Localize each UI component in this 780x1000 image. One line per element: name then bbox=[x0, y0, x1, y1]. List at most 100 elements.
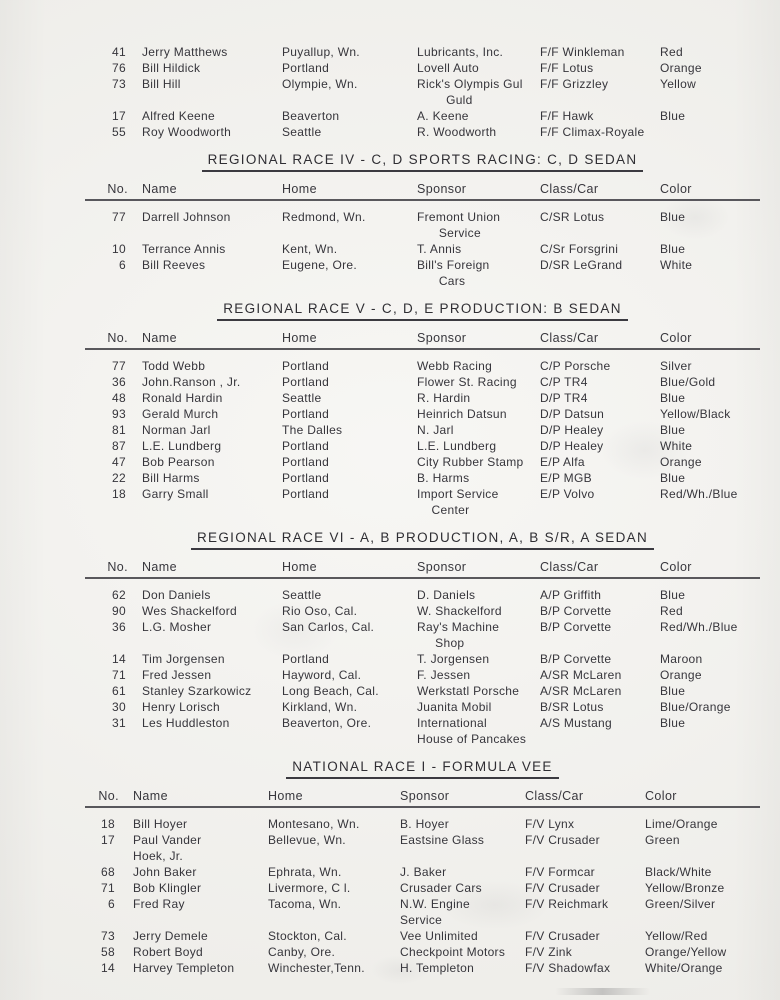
cell-car-number: 41 bbox=[112, 45, 126, 59]
cell-car-number: 93 bbox=[112, 407, 126, 421]
cell-car-number: 17 bbox=[112, 109, 126, 123]
table-row: 31 Les Huddleston Beaverton, Ore. Intern… bbox=[85, 715, 760, 747]
table-header: No. Name Home Sponsor Class/Car Color bbox=[85, 331, 760, 345]
cell-car-number: 31 bbox=[112, 716, 126, 730]
cell-sponsor: Checkpoint Motors bbox=[400, 945, 506, 959]
cell-color: Blue bbox=[660, 242, 686, 256]
table-rows: 77 Todd Webb Portland Webb Racing C/P Po… bbox=[85, 350, 760, 518]
cell-car-number: 17 bbox=[101, 833, 115, 847]
cell-driver-name: Fred Jessen bbox=[142, 668, 212, 682]
cell-driver-name: Terrance Annis bbox=[142, 242, 226, 256]
cell-sponsor: T. Jorgensen bbox=[417, 652, 490, 666]
cell-sponsor: Lovell Auto bbox=[417, 61, 480, 75]
cell-sponsor: B. Harms bbox=[417, 471, 470, 485]
cell-class-car: A/SR McLaren bbox=[540, 684, 622, 698]
table-row: 87 L.E. Lundberg Portland L.E. Lundberg … bbox=[85, 438, 760, 454]
section-title: REGIONAL RACE V - C, D, E PRODUCTION: B … bbox=[85, 301, 760, 321]
cell-color: White bbox=[660, 258, 693, 272]
header-name: Name bbox=[142, 331, 177, 345]
cell-driver-name: Bill Harms bbox=[142, 471, 200, 485]
table-rows: 18 Bill Hoyer Montesano, Wn. B. Hoyer F/… bbox=[85, 808, 760, 976]
cell-driver-name: Darrell Johnson bbox=[142, 210, 231, 224]
cell-home: Portland bbox=[282, 455, 330, 469]
cell-home: Portland bbox=[282, 487, 330, 501]
cell-color: Yellow/Bronze bbox=[645, 881, 725, 895]
section-title: REGIONAL RACE VI - A, B PRODUCTION, A, B… bbox=[85, 530, 760, 550]
cell-sponsor: Eastsine Glass bbox=[400, 833, 485, 847]
cell-car-number: 76 bbox=[112, 61, 126, 75]
cell-color: Lime/Orange bbox=[645, 817, 718, 831]
cell-home: Long Beach, Cal. bbox=[282, 684, 379, 698]
header-sponsor: Sponsor bbox=[417, 182, 467, 196]
cell-class-car: D/P Healey bbox=[540, 423, 604, 437]
cell-class-car: B/P Corvette bbox=[540, 620, 612, 634]
cell-sponsor: J. Baker bbox=[400, 865, 447, 879]
cell-driver-name: Les Huddleston bbox=[142, 716, 230, 730]
cell-driver-name: Bill Hoyer bbox=[133, 817, 188, 831]
cell-class-car: C/P Porsche bbox=[540, 359, 611, 373]
cell-car-number: 58 bbox=[101, 945, 115, 959]
table-row: 18 Bill Hoyer Montesano, Wn. B. Hoyer F/… bbox=[85, 816, 760, 832]
cell-sponsor: W. Shackelford bbox=[417, 604, 502, 618]
table-regional-race-vi: REGIONAL RACE VI - A, B PRODUCTION, A, B… bbox=[85, 530, 760, 747]
cell-car-number: 62 bbox=[112, 588, 126, 602]
header-color: Color bbox=[660, 331, 692, 345]
table-row: 17 Paul Vander Hoek, Jr. Bellevue, Wn. E… bbox=[85, 832, 760, 864]
cell-color: Blue bbox=[660, 471, 686, 485]
cell-sponsor: Fremont Union Service bbox=[417, 210, 501, 240]
table-row: 68 John Baker Ephrata, Wn. J. Baker F/V … bbox=[85, 864, 760, 880]
cell-class-car: F/F Grizzley bbox=[540, 77, 609, 91]
cell-sponsor: Lubricants, Inc. bbox=[417, 45, 504, 59]
cell-car-number: 18 bbox=[112, 487, 126, 501]
cell-car-number: 36 bbox=[112, 375, 126, 389]
cell-driver-name: Ronald Hardin bbox=[142, 391, 223, 405]
cell-car-number: 30 bbox=[112, 700, 126, 714]
table-row: 81 Norman Jarl The Dalles N. Jarl D/P He… bbox=[85, 422, 760, 438]
cell-sponsor: International House of Pancakes bbox=[417, 716, 527, 746]
cell-class-car: F/V Lynx bbox=[525, 817, 575, 831]
header-no: No. bbox=[107, 560, 128, 574]
cell-home: Stockton, Cal. bbox=[268, 929, 347, 943]
cell-color: Blue/Gold bbox=[660, 375, 716, 389]
cell-home: Ephrata, Wn. bbox=[268, 865, 342, 879]
table-row: 93 Gerald Murch Portland Heinrich Datsun… bbox=[85, 406, 760, 422]
cell-sponsor: Flower St. Racing bbox=[417, 375, 517, 389]
header-class-car: Class/Car bbox=[540, 182, 599, 196]
cell-car-number: 61 bbox=[112, 684, 126, 698]
table-row: 71 Fred Jessen Hayword, Cal. F. Jessen A… bbox=[85, 667, 760, 683]
table-header: No. Name Home Sponsor Class/Car Color bbox=[85, 182, 760, 196]
header-class-car: Class/Car bbox=[525, 789, 584, 803]
cell-sponsor: B. Hoyer bbox=[400, 817, 450, 831]
cell-class-car: E/P Volvo bbox=[540, 487, 595, 501]
cell-home: Portland bbox=[282, 471, 330, 485]
cell-class-car: A/P Griffith bbox=[540, 588, 602, 602]
cell-home: Portland bbox=[282, 407, 330, 421]
cell-driver-name: Bill Reeves bbox=[142, 258, 206, 272]
table-rows: 41 Jerry Matthews Puyallup, Wn. Lubrican… bbox=[85, 36, 760, 140]
table-formula-ford-continued: 41 Jerry Matthews Puyallup, Wn. Lubrican… bbox=[85, 36, 760, 140]
cell-color: Red bbox=[660, 45, 683, 59]
header-no: No. bbox=[107, 331, 128, 345]
header-name: Name bbox=[142, 182, 177, 196]
cell-color: Maroon bbox=[660, 652, 703, 666]
cell-class-car: D/P Healey bbox=[540, 439, 604, 453]
cell-class-car: C/Sr Forsgrini bbox=[540, 242, 619, 256]
table-row: 73 Bill Hill Olympie, Wn. Rick's Olympis… bbox=[85, 76, 760, 108]
cell-car-number: 36 bbox=[112, 620, 126, 634]
table-row: 36 L.G. Mosher San Carlos, Cal. Ray's Ma… bbox=[85, 619, 760, 651]
header-class-car: Class/Car bbox=[540, 560, 599, 574]
cell-color: Green/Silver bbox=[645, 897, 716, 911]
cell-class-car: B/SR Lotus bbox=[540, 700, 604, 714]
cell-class-car: F/F Climax-Royale bbox=[540, 125, 645, 139]
cell-color: Silver bbox=[660, 359, 692, 373]
cell-driver-name: L.G. Mosher bbox=[142, 620, 212, 634]
cell-driver-name: Bob Klingler bbox=[133, 881, 202, 895]
cell-color: Blue bbox=[660, 210, 686, 224]
table-row: 41 Jerry Matthews Puyallup, Wn. Lubrican… bbox=[85, 44, 760, 60]
cell-home: San Carlos, Cal. bbox=[282, 620, 375, 634]
cell-sponsor: Webb Racing bbox=[417, 359, 493, 373]
header-rule bbox=[85, 199, 760, 201]
cell-class-car: A/S Mustang bbox=[540, 716, 613, 730]
cell-sponsor: R. Hardin bbox=[417, 391, 471, 405]
